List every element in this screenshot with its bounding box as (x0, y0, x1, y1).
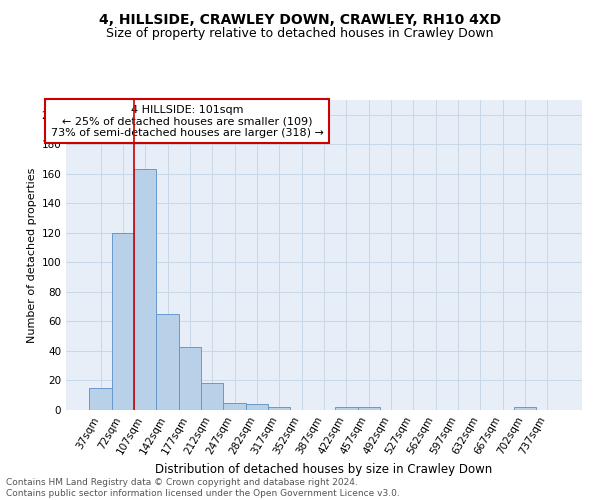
Bar (246, 404, 268, 410)
Bar (358, 407, 380, 410)
Bar (89, 388, 112, 410)
Y-axis label: Number of detached properties: Number of detached properties (27, 168, 37, 342)
Bar (134, 170, 157, 410)
Text: Size of property relative to detached houses in Crawley Down: Size of property relative to detached ho… (106, 28, 494, 40)
Text: 4 HILLSIDE: 101sqm
← 25% of detached houses are smaller (109)
73% of semi-detach: 4 HILLSIDE: 101sqm ← 25% of detached hou… (51, 104, 323, 138)
Bar (179, 346, 201, 410)
Text: Contains HM Land Registry data © Crown copyright and database right 2024.
Contai: Contains HM Land Registry data © Crown c… (6, 478, 400, 498)
Bar (514, 407, 536, 410)
Bar (223, 402, 246, 410)
Bar (201, 384, 223, 410)
Bar (112, 233, 134, 410)
Bar (268, 407, 290, 410)
Text: 4, HILLSIDE, CRAWLEY DOWN, CRAWLEY, RH10 4XD: 4, HILLSIDE, CRAWLEY DOWN, CRAWLEY, RH10… (99, 12, 501, 26)
Bar (335, 407, 358, 410)
X-axis label: Distribution of detached houses by size in Crawley Down: Distribution of detached houses by size … (155, 464, 493, 476)
Bar (157, 314, 179, 410)
